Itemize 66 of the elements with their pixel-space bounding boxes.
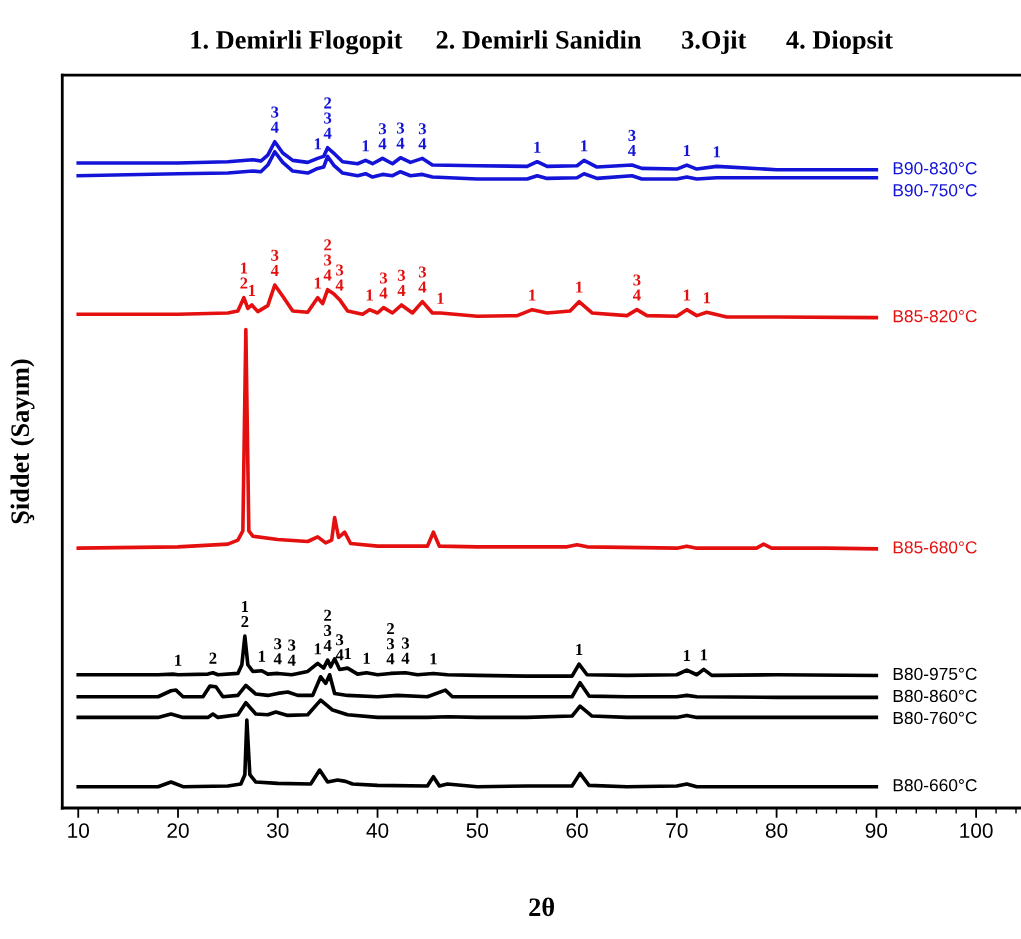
annotation: 3 4 (379, 272, 388, 299)
annotation: 1 (576, 643, 583, 655)
annotation: 1 (534, 141, 541, 153)
annotation: 3 4 (397, 269, 406, 296)
annotation: 1 (344, 647, 351, 659)
annotation: 1 (249, 284, 256, 296)
annotation: 3 4 (273, 638, 282, 665)
annotation: 2 3 4 (386, 623, 395, 665)
x-tick-label: 60 (566, 823, 588, 838)
x-tick-label: 40 (366, 823, 389, 838)
x-axis-title: 2θ (529, 897, 555, 917)
x-tick-label: 80 (765, 823, 788, 838)
annotation: 3 4 (270, 249, 279, 276)
annotation: 1 (700, 649, 708, 661)
x-tick-label: 100 (960, 823, 993, 838)
annotation: 1 (683, 144, 691, 156)
series-label: B85-820°C (893, 310, 977, 323)
annotation: 3 4 (418, 123, 427, 150)
annotation: 3 4 (287, 639, 296, 666)
x-tick-label: 30 (266, 823, 289, 838)
x-tick-label: 70 (666, 823, 688, 838)
annotation: 3 4 (401, 637, 410, 664)
series-label: B90-830°C (893, 162, 977, 175)
annotation: 1 (362, 140, 369, 152)
x-tick-label: 50 (466, 823, 489, 838)
annotation: 1 2 (240, 262, 248, 289)
annotation: 3 4 (632, 274, 641, 301)
annotation: 2 (209, 652, 217, 664)
annotation: 3 4 (418, 266, 427, 293)
x-tick-label: 10 (68, 823, 90, 838)
annotation: 1 (576, 281, 583, 293)
annotation: 1 (175, 654, 182, 666)
annotation: 1 (703, 292, 711, 304)
annotation: 1 (314, 138, 321, 150)
series-label: B80-975°C (893, 667, 977, 681)
annotation: 3 4 (627, 129, 636, 156)
annotation: 1 (581, 140, 588, 152)
annotation: 1 (363, 652, 370, 664)
annotation: 3 4 (335, 264, 344, 291)
series-label: B80-660°C (893, 779, 977, 792)
series-label: B80-860°C (893, 689, 977, 703)
annotation: 1 (314, 643, 321, 655)
annotation: 3 4 (335, 634, 344, 661)
annotation: 1 (366, 289, 373, 301)
annotation: 1 (258, 650, 266, 662)
annotation: 1 (683, 289, 691, 301)
annotation: 1 (713, 146, 721, 158)
y-axis-title: Şiddet (Sayım) (10, 359, 35, 524)
annotation: 1 (430, 653, 437, 665)
annotation: 2 3 4 (323, 97, 332, 139)
annotation: 1 (314, 277, 321, 289)
annotation: 2 3 4 (323, 609, 332, 651)
annotation: 3 4 (270, 106, 279, 133)
annotation: 3 4 (396, 122, 405, 149)
series-label: B80-760°C (893, 711, 977, 725)
annotation: 1 2 (241, 600, 249, 628)
annotation: 3 4 (378, 123, 387, 150)
annotation: 1 (437, 292, 444, 304)
chart-title: 1. Demirli Flogopit 2. Demirli Sanidin 3.Ojit 4. Diopsit (191, 30, 893, 55)
x-tick-label: 90 (865, 823, 888, 838)
series-label: B85-680°C (893, 541, 977, 554)
annotation: 2 3 4 (323, 239, 332, 281)
annotation: 1 (529, 289, 536, 301)
series-label: B90-750°C (893, 184, 977, 197)
x-tick-label: 20 (167, 823, 189, 838)
annotation: 1 (683, 649, 691, 661)
